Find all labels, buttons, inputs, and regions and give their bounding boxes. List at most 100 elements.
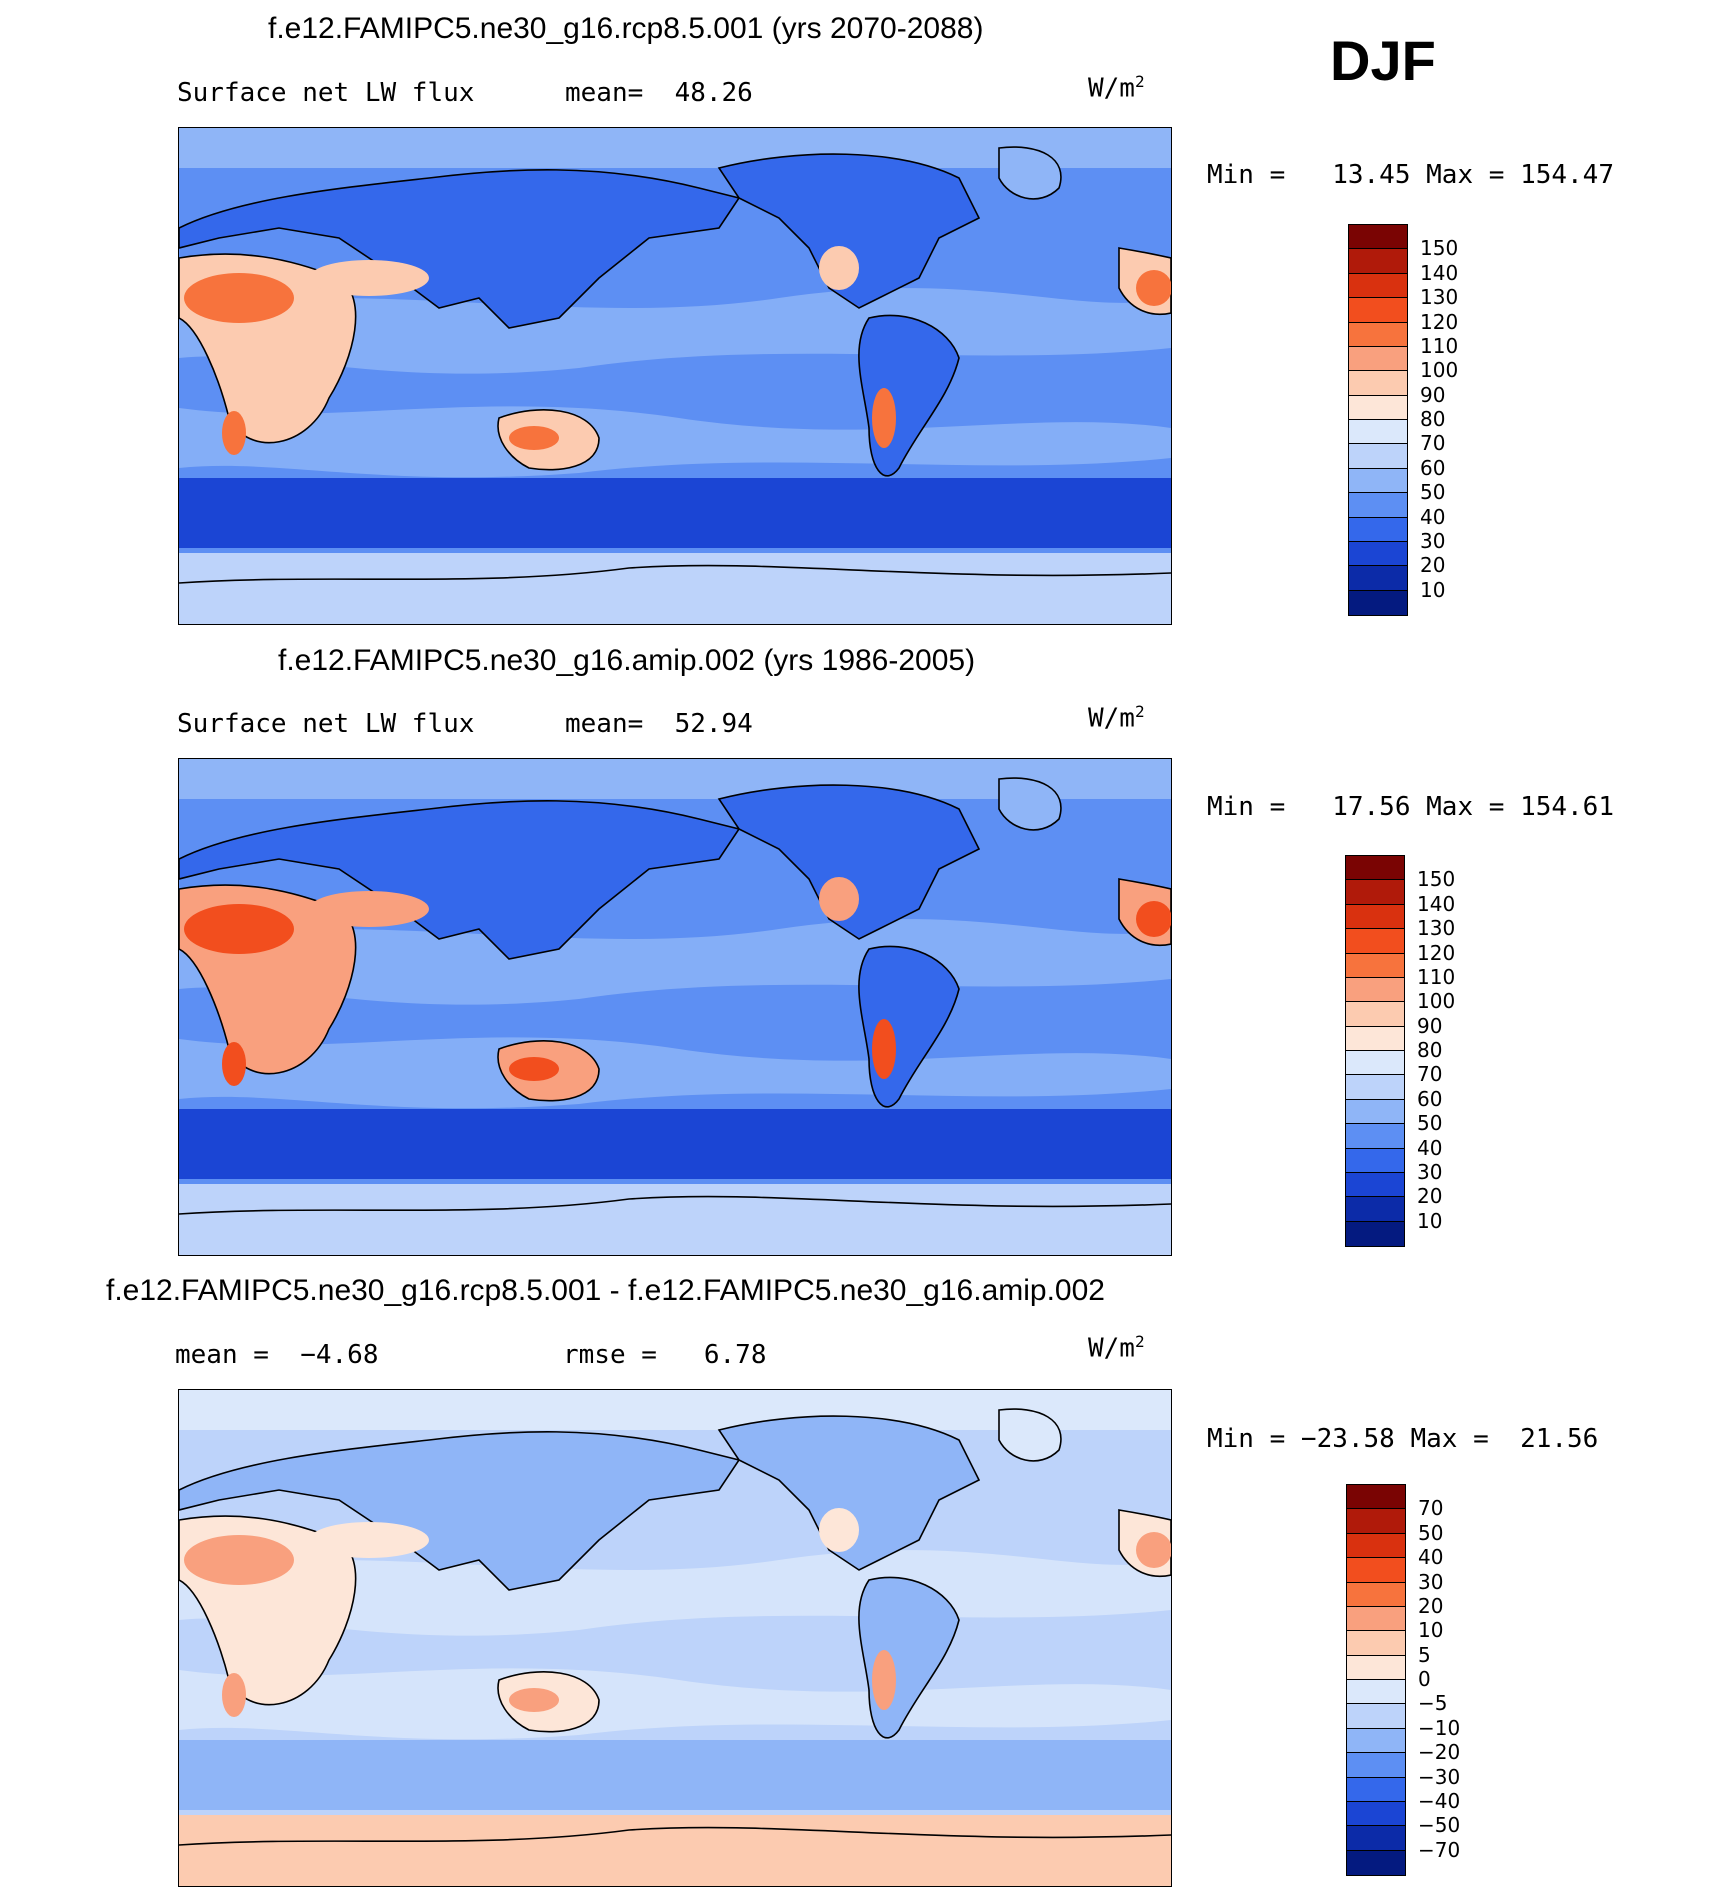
panel-3-rmse-label: rmse = 6.78 <box>563 1340 767 1370</box>
panel-2-variable-label: Surface net LW flux <box>177 709 475 739</box>
colorbar-segment <box>1349 346 1407 372</box>
greenland-shape <box>998 146 1062 200</box>
southwest-us-warm <box>819 1508 859 1552</box>
colorbar-segment <box>1346 1026 1404 1051</box>
colorbar-tick-label: 20 <box>1418 1593 1444 1618</box>
colorbar-segment <box>1347 1509 1405 1534</box>
colorbar-segment <box>1349 371 1407 396</box>
colorbar-segment <box>1346 953 1404 978</box>
colorbar-tick-label: 120 <box>1417 940 1456 965</box>
north-america-shape <box>717 1415 981 1571</box>
greenland-shape <box>998 777 1062 831</box>
colorbar-segment <box>1347 1558 1405 1583</box>
eurasia-shape <box>179 800 741 960</box>
colorbar-tick-label: −10 <box>1418 1715 1461 1740</box>
colorbar-segment <box>1349 273 1407 299</box>
colorbar-tick-label: 10 <box>1417 1208 1443 1233</box>
colorbar-tick-label: 140 <box>1417 891 1456 916</box>
kalahari-hotspot <box>222 1673 246 1717</box>
southern-ocean-band <box>179 478 1171 548</box>
antarctica-band <box>179 1184 1171 1255</box>
antarctica-band <box>179 1815 1171 1886</box>
panel-2-mean-label: mean= 52.94 <box>565 709 753 739</box>
colorbar-tick-label: 10 <box>1418 1618 1444 1643</box>
panel-1-units: W/m2 <box>1088 72 1145 104</box>
colorbar-segment <box>1349 590 1407 615</box>
antarctic-coastline <box>179 1195 1171 1215</box>
colorbar-segment <box>1349 420 1407 445</box>
colorbar-segment <box>1349 541 1407 567</box>
eurasia-shape <box>179 169 741 329</box>
colorbar-segment <box>1347 1753 1405 1778</box>
southwest-us-warm <box>819 877 859 921</box>
colorbar-segment <box>1346 1002 1404 1027</box>
colorbar-tick-label: 40 <box>1418 1545 1444 1570</box>
africa-edge-hotspot <box>1136 270 1171 306</box>
colorbar-tick-label: 70 <box>1417 1062 1443 1087</box>
antarctica-band <box>179 553 1171 624</box>
colorbar-segment <box>1347 1680 1405 1705</box>
colorbar-segment <box>1347 1850 1405 1875</box>
panel-2-units-base: W/m <box>1088 703 1135 734</box>
colorbar-tick-label: 30 <box>1418 1569 1444 1594</box>
colorbar-segment <box>1346 929 1404 954</box>
colorbar-segment <box>1347 1485 1405 1510</box>
colorbar-tick-label: 10 <box>1420 577 1446 602</box>
colorbar-tick-label: 60 <box>1417 1086 1443 1111</box>
colorbar-segment <box>1347 1777 1405 1802</box>
colorbar-tick-label: 30 <box>1420 528 1446 553</box>
colorbar-tick-label: 5 <box>1418 1642 1431 1667</box>
colorbar-segment <box>1349 566 1407 591</box>
antarctic-coastline <box>179 564 1171 584</box>
colorbar-segment <box>1346 1221 1404 1246</box>
colorbar-segment <box>1349 298 1407 323</box>
colorbar-segment <box>1347 1655 1405 1680</box>
colorbar-segment <box>1347 1826 1405 1851</box>
colorbar-tick-label: 110 <box>1420 333 1459 358</box>
colorbar-tick-label: −5 <box>1418 1691 1448 1716</box>
andes-hotspot <box>872 1650 896 1710</box>
colorbar-segment <box>1346 977 1404 1003</box>
colorbar-tick-label: 50 <box>1418 1520 1444 1545</box>
kalahari-hotspot <box>222 1042 246 1086</box>
sahara-hotspot <box>184 904 294 954</box>
colorbar-segment <box>1346 904 1404 930</box>
australia-hotspot <box>509 1057 559 1081</box>
australia-hotspot <box>509 426 559 450</box>
colorbar-tick-label: −40 <box>1418 1788 1461 1813</box>
colorbar-tick-label: −50 <box>1418 1813 1461 1838</box>
colorbar-tick-label: 50 <box>1420 480 1446 505</box>
africa-edge-hotspot <box>1136 901 1171 937</box>
colorbar-segment <box>1349 493 1407 518</box>
colorbar-tick-label: 0 <box>1418 1667 1431 1691</box>
australia-hotspot <box>509 1688 559 1712</box>
southern-ocean-band <box>179 1740 1171 1810</box>
colorbar-segment <box>1349 225 1407 250</box>
colorbar-segment <box>1349 517 1407 542</box>
colorbar-tick-label: 90 <box>1417 1013 1443 1038</box>
colorbar-tick-label: 120 <box>1420 309 1459 334</box>
sahara-hotspot <box>184 1535 294 1585</box>
colorbar-tick-label: −20 <box>1418 1740 1461 1765</box>
colorbar-segment <box>1349 322 1407 347</box>
colorbar-tick-label: 150 <box>1420 236 1459 261</box>
season-label: DJF <box>1330 29 1436 92</box>
panel-3-colorbar <box>1346 1484 1406 1876</box>
panel-1-units-base: W/m <box>1088 73 1135 104</box>
sahara-hotspot <box>184 273 294 323</box>
colorbar-segment <box>1347 1606 1405 1632</box>
tropical-band-south <box>179 406 1171 478</box>
colorbar-segment <box>1346 1148 1404 1173</box>
colorbar-tick-label: 100 <box>1420 358 1459 383</box>
colorbar-segment <box>1346 1124 1404 1149</box>
panel-1-units-exp: 2 <box>1134 72 1145 91</box>
panel-3-units-exp: 2 <box>1134 1332 1145 1351</box>
tropical-band-south <box>179 1037 1171 1109</box>
panel-1-colorbar <box>1348 224 1408 616</box>
colorbar-segment <box>1349 249 1407 274</box>
panel-1-mean-label: mean= 48.26 <box>565 78 753 108</box>
panel-3-units: W/m2 <box>1088 1332 1145 1364</box>
panel-2-minmax: Min = 17.56 Max = 154.61 <box>1207 792 1614 822</box>
map-field <box>179 1390 1171 1886</box>
map-field <box>179 128 1171 624</box>
